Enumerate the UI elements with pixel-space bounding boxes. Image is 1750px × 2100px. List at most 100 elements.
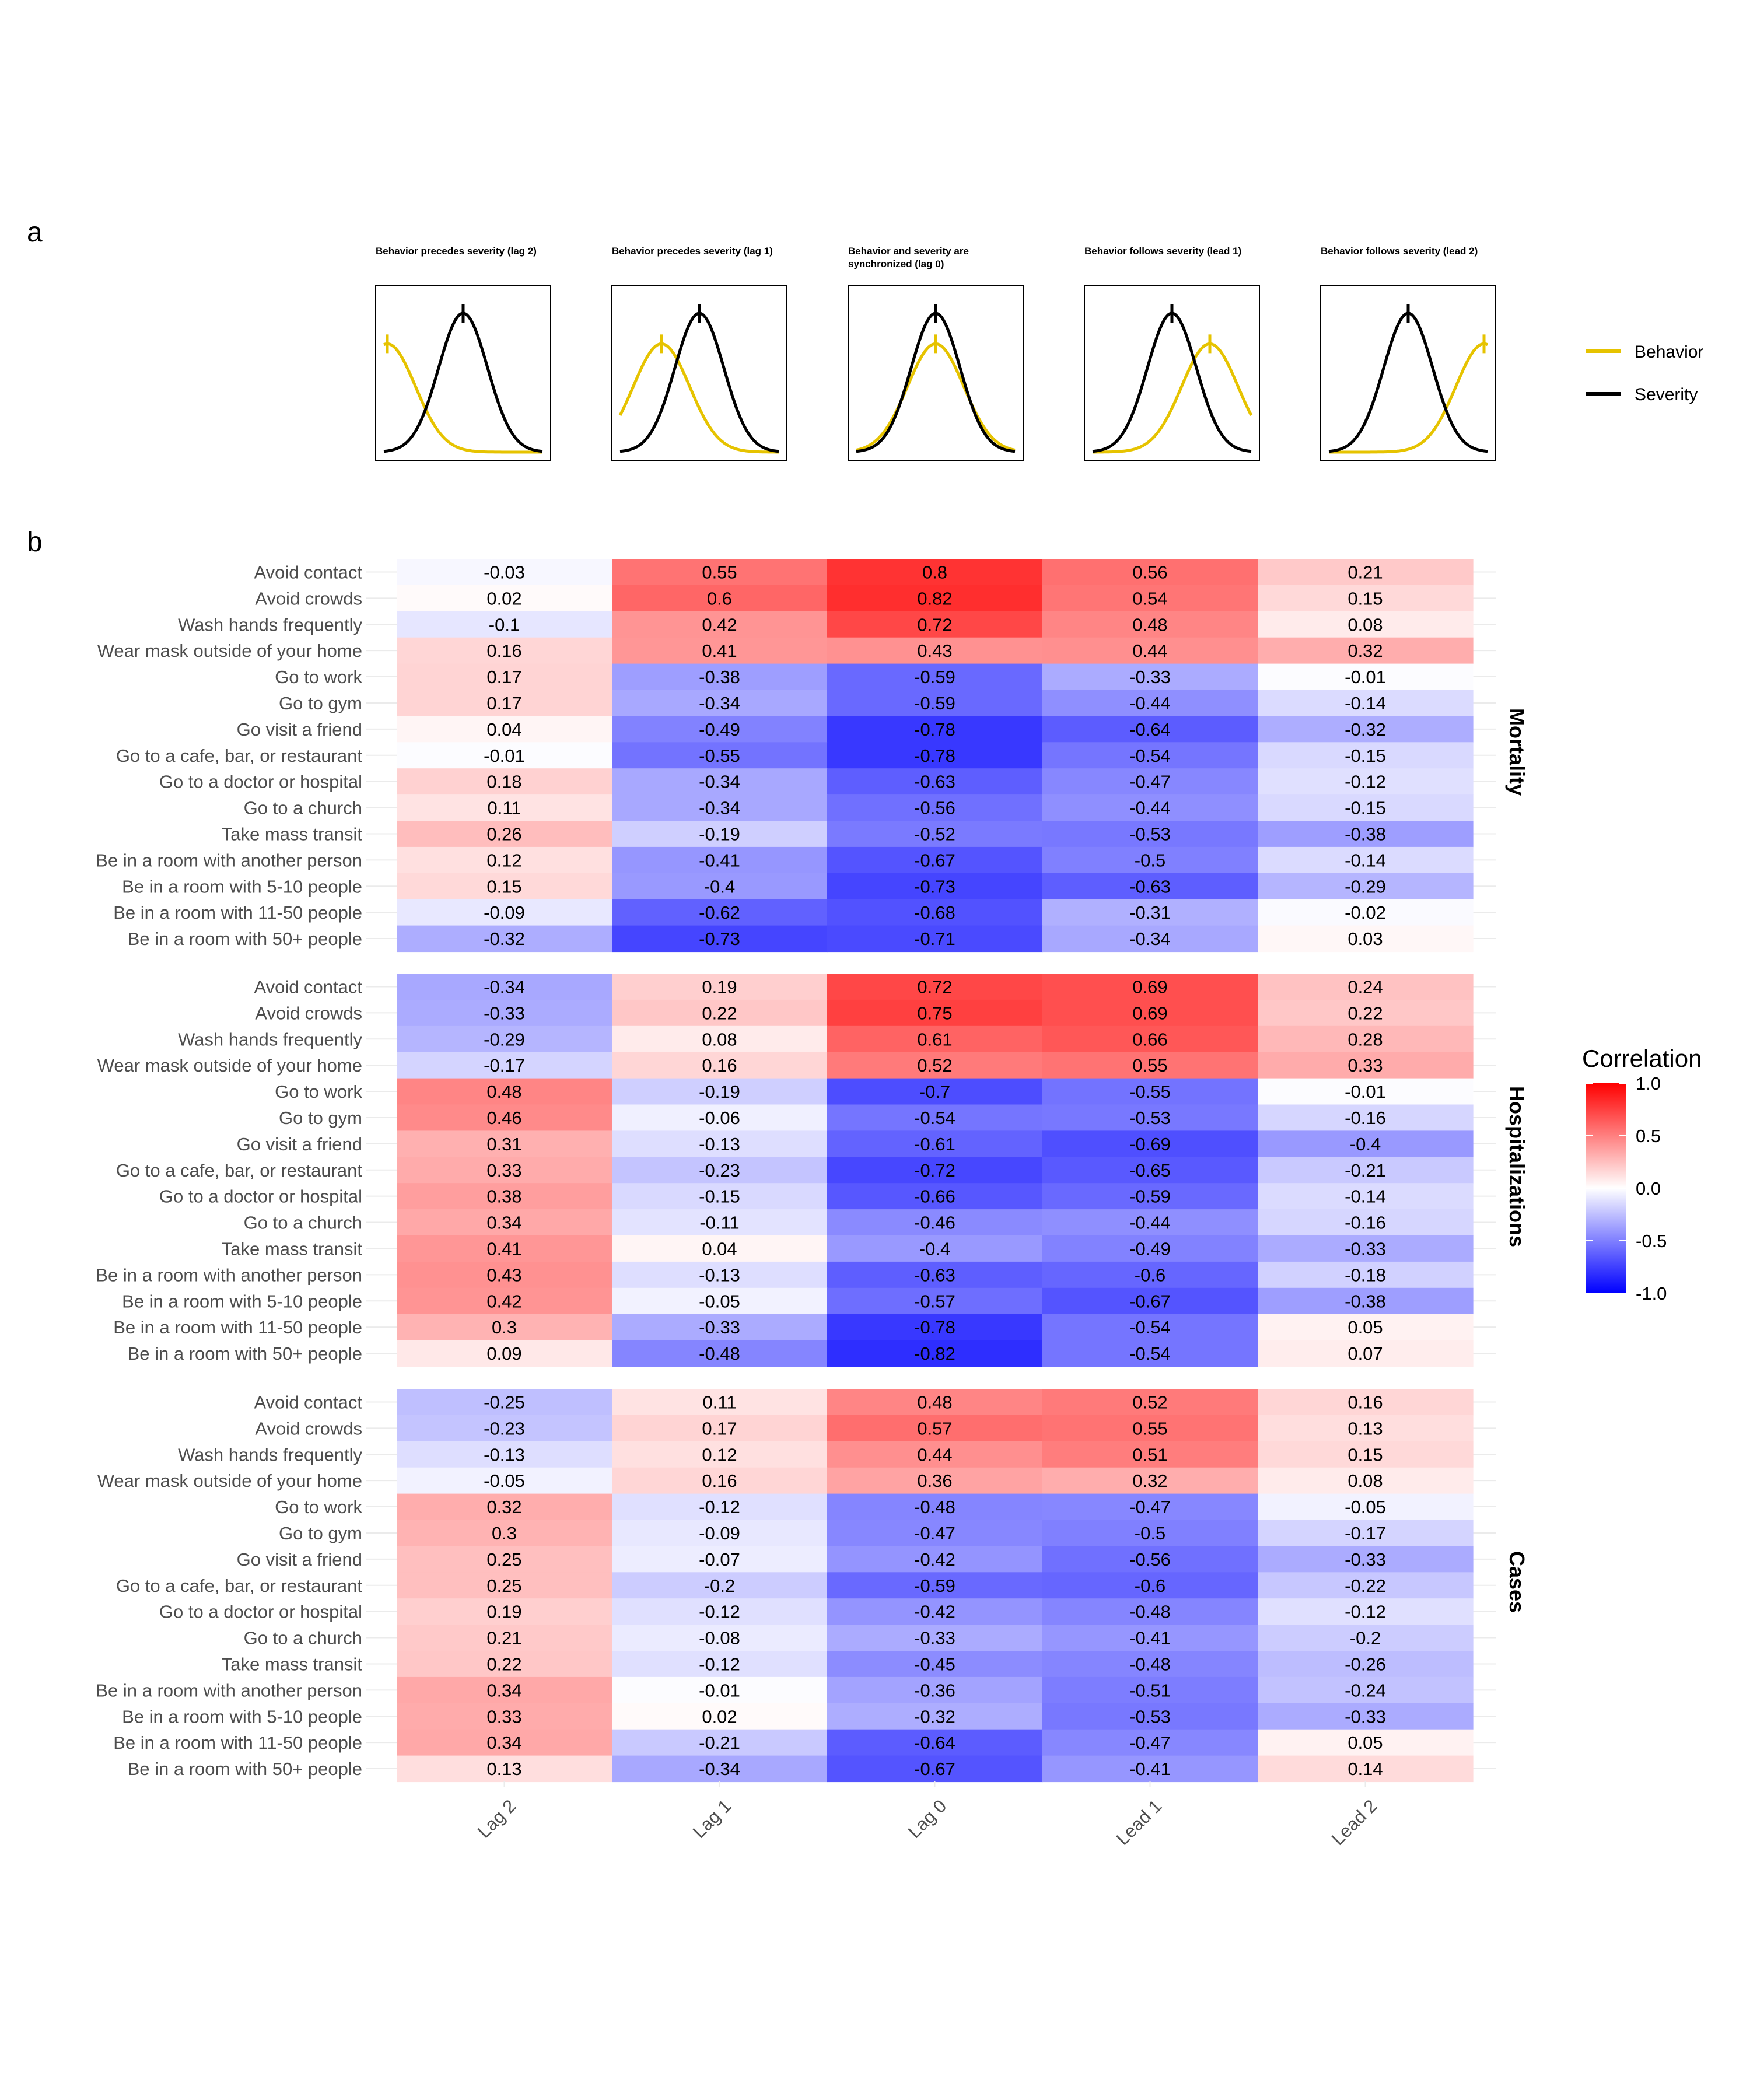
heatmap-cell	[1042, 1314, 1258, 1341]
colorbar-tick-label: -1.0	[1636, 1283, 1667, 1304]
cell-value-label: -0.6	[1135, 1265, 1166, 1285]
cell-value-label: -0.34	[1129, 929, 1171, 949]
heatmap-cell	[827, 1261, 1043, 1289]
cell-value-label: -0.17	[484, 1055, 525, 1076]
row-label: Avoid crowds	[255, 1003, 362, 1023]
cell-value-label: -0.17	[1345, 1523, 1386, 1544]
heatmap-cell	[827, 1026, 1043, 1053]
heatmap-cell	[1042, 1052, 1258, 1079]
heatmap-cell	[612, 1236, 828, 1262]
cell-value-label: -0.33	[1345, 1549, 1386, 1570]
schematic-frame	[848, 285, 1024, 461]
heatmap-cell	[827, 1651, 1043, 1678]
cell-value-label: 0.55	[702, 562, 737, 582]
cell-value-label: -0.55	[699, 746, 740, 766]
heatmap-cell	[612, 1261, 828, 1289]
heatmap-cell	[1042, 794, 1258, 821]
cell-value-label: -0.49	[1129, 1238, 1171, 1259]
heatmap-cell	[1042, 690, 1258, 716]
heatmap-cell	[827, 768, 1043, 795]
heatmap-cell	[827, 899, 1043, 926]
cell-value-label: 0.48	[487, 1082, 522, 1102]
cell-value-label: -0.33	[914, 1628, 956, 1648]
cell-value-label: 0.13	[487, 1759, 522, 1779]
cell-value-label: -0.31	[1129, 902, 1171, 923]
cell-value-label: -0.15	[1345, 746, 1386, 766]
cell-value-label: -0.2	[1350, 1628, 1381, 1648]
cell-value-label: 0.07	[1348, 1343, 1382, 1364]
heatmap-cell	[1258, 611, 1474, 638]
heatmap-cell	[1258, 716, 1474, 743]
cell-value-label: 0.08	[1348, 614, 1382, 635]
panel-b-label: b	[27, 527, 43, 558]
heatmap-cell	[1258, 873, 1474, 900]
heatmap-cell	[397, 742, 612, 769]
cell-value-label: -0.29	[484, 1029, 525, 1049]
heatmap-cell	[612, 584, 828, 612]
heatmap-cell	[1258, 1026, 1474, 1053]
heatmap-cell	[612, 925, 828, 953]
cell-value-label: 0.28	[1348, 1029, 1382, 1049]
heatmap-cell	[612, 663, 828, 691]
cell-value-label: -0.49	[699, 719, 740, 740]
cell-value-label: -0.12	[699, 1497, 740, 1517]
heatmap-cell	[612, 1625, 828, 1651]
heatmap-cell	[397, 1026, 612, 1053]
cell-value-label: 0.34	[487, 1732, 522, 1753]
severity-curve	[620, 312, 779, 453]
heatmap-cell	[1258, 974, 1474, 1000]
heatmap-cell	[1042, 1467, 1258, 1494]
cell-value-label: -0.78	[914, 719, 956, 740]
heatmap-cell	[1042, 1261, 1258, 1289]
heatmap-cell	[397, 768, 612, 795]
heatmap-cell	[827, 1052, 1043, 1079]
heatmap-cell	[1042, 1520, 1258, 1546]
facet-label-cases: Cases	[1505, 1551, 1529, 1613]
cell-value-label: -0.22	[1345, 1576, 1386, 1596]
cell-value-label: -0.23	[699, 1160, 740, 1181]
cell-value-label: -0.12	[1345, 772, 1386, 792]
cell-value-label: 0.54	[1132, 588, 1167, 608]
row-label: Be in a room with another person	[96, 1265, 362, 1285]
heatmap-cell	[827, 742, 1043, 769]
heatmap-cell	[612, 974, 828, 1000]
colorbar-tick-label: 0.0	[1636, 1178, 1661, 1199]
behavior-curve	[856, 342, 1016, 452]
heatmap-cell	[1258, 925, 1474, 953]
heatmap-cell	[1042, 1183, 1258, 1210]
x-tick-label: Lead 2	[1328, 1796, 1381, 1849]
behavior-curve	[1329, 342, 1488, 454]
cell-value-label: -0.12	[699, 1602, 740, 1622]
cell-value-label: -0.26	[1345, 1654, 1386, 1674]
cell-value-label: -0.34	[699, 693, 740, 713]
cell-value-label: 0.08	[1348, 1471, 1382, 1491]
heatmap-cell	[397, 1651, 612, 1678]
heatmap-cell	[1258, 1703, 1474, 1730]
heatmap-cell	[397, 846, 612, 874]
cell-value-label: 0.11	[702, 1392, 736, 1412]
heatmap-cell	[827, 1314, 1043, 1341]
panel-a-schematics: Behavior precedes severity (lag 2) Behavi…	[375, 246, 1496, 461]
row-label: Wash hands frequently	[178, 614, 362, 635]
heatmap-cell	[1042, 1572, 1258, 1599]
cell-value-label: 0.6	[707, 588, 732, 608]
heatmap-cell	[827, 1236, 1043, 1262]
heatmap-cell	[1258, 1183, 1474, 1210]
cell-value-label: 0.52	[1132, 1392, 1167, 1412]
cell-value-label: -0.47	[1129, 1732, 1171, 1753]
heatmap-cell	[827, 1340, 1043, 1367]
cell-value-label: -0.01	[1345, 1082, 1386, 1102]
cell-value-label: -0.42	[914, 1602, 956, 1622]
panel-a-legend: Behavior Severity	[1586, 342, 1703, 404]
heatmap-cell	[1258, 1572, 1474, 1599]
cell-value-label: 0.55	[1132, 1055, 1167, 1076]
cell-value-label: 0.3	[492, 1317, 517, 1338]
cell-value-label: -0.16	[1345, 1213, 1386, 1233]
row-label: Be in a room with 11-50 people	[113, 1317, 362, 1338]
cell-value-label: -0.53	[1129, 824, 1171, 844]
cell-value-label: -0.54	[1129, 746, 1171, 766]
cell-value-label: 0.34	[487, 1680, 522, 1700]
heatmap-cell	[397, 1467, 612, 1494]
heatmap-cell	[1042, 637, 1258, 664]
cell-value-label: 0.21	[1348, 562, 1382, 582]
